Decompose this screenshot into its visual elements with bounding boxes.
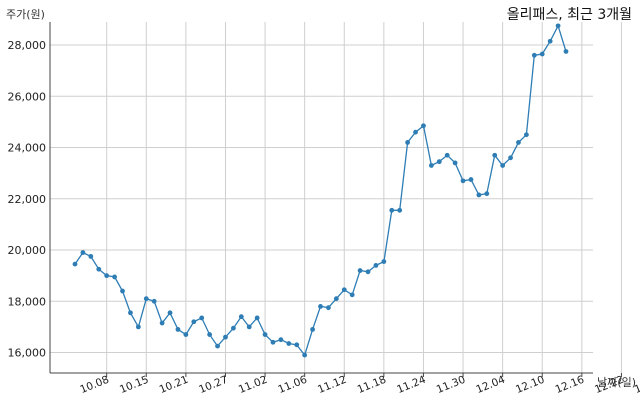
data-point xyxy=(547,38,553,44)
data-point xyxy=(120,288,125,294)
data-point xyxy=(223,334,228,340)
y-axis-label: 주가(원) xyxy=(6,8,45,21)
x-axis-label: 날짜(일) xyxy=(597,376,636,389)
data-point xyxy=(484,191,490,197)
y-tick-label: 18,000 xyxy=(8,295,47,308)
data-point xyxy=(262,332,268,337)
data-point xyxy=(436,159,442,165)
data-point xyxy=(230,325,236,331)
data-point xyxy=(128,310,133,316)
y-tick-label: 20,000 xyxy=(8,244,47,257)
data-points xyxy=(72,23,569,358)
data-point xyxy=(397,207,403,213)
grid xyxy=(50,22,622,373)
data-point xyxy=(333,296,339,302)
data-point xyxy=(207,332,213,337)
data-point xyxy=(516,140,521,145)
x-tick-label: 10.21 xyxy=(158,374,190,396)
data-point xyxy=(357,268,363,273)
x-tick-label: 11.18 xyxy=(356,374,388,396)
data-point xyxy=(278,337,284,343)
data-point xyxy=(112,274,117,280)
data-point xyxy=(492,152,498,158)
x-axis-ticks: 10.08 10.15 10.21 10.27 11.02 11.06 11.12 11.18… xyxy=(78,373,640,397)
x-tick-label: 12.29 xyxy=(633,374,640,396)
data-point xyxy=(159,320,165,326)
x-tick-label: 12.10 xyxy=(514,374,546,396)
data-point xyxy=(405,140,411,145)
x-tick-label: 10.15 xyxy=(118,374,150,396)
data-point xyxy=(539,51,545,57)
x-tick-label: 12.04 xyxy=(474,374,507,397)
chart-title: 올리패스, 최근 3개월 xyxy=(506,7,632,23)
data-point xyxy=(246,324,252,330)
data-point xyxy=(135,324,141,330)
data-point xyxy=(326,305,331,311)
x-tick-label: 11.02 xyxy=(237,374,269,396)
data-point xyxy=(104,273,110,279)
data-point xyxy=(270,339,276,345)
data-point xyxy=(238,314,244,320)
data-point xyxy=(524,132,529,138)
x-tick-label: 11.30 xyxy=(435,374,467,396)
data-point xyxy=(294,342,300,348)
axes xyxy=(49,22,593,374)
data-point xyxy=(286,341,292,346)
x-tick-label: 10.08 xyxy=(78,374,110,396)
data-point xyxy=(175,327,181,332)
data-point xyxy=(215,343,220,349)
data-point xyxy=(151,298,157,304)
y-tick-label: 28,000 xyxy=(8,39,47,52)
y-tick-label: 24,000 xyxy=(8,142,47,155)
data-point xyxy=(413,129,418,135)
y-tick-label: 26,000 xyxy=(8,90,47,103)
data-point xyxy=(500,163,506,168)
data-point xyxy=(460,178,466,184)
x-tick-label: 10.27 xyxy=(197,374,229,396)
data-point xyxy=(468,177,474,182)
data-point xyxy=(365,269,371,275)
data-point xyxy=(96,266,102,272)
x-tick-label: 12.16 xyxy=(554,374,587,397)
data-point xyxy=(167,310,173,316)
data-point xyxy=(428,163,434,168)
data-point xyxy=(88,254,94,259)
data-point xyxy=(508,155,513,161)
data-point xyxy=(531,52,537,58)
y-tick-label: 22,000 xyxy=(8,193,47,206)
data-point xyxy=(318,303,323,309)
data-point xyxy=(341,287,347,293)
data-point xyxy=(143,296,149,302)
data-point xyxy=(191,319,197,325)
data-point xyxy=(199,315,205,321)
data-point xyxy=(389,207,395,213)
data-point xyxy=(563,49,569,54)
data-point xyxy=(72,261,78,267)
data-point xyxy=(452,160,458,166)
x-tick-label: 11.12 xyxy=(316,374,348,396)
x-tick-label: 11.06 xyxy=(276,374,309,397)
data-point xyxy=(444,152,450,158)
y-tick-label: 16,000 xyxy=(8,347,47,360)
data-point xyxy=(381,259,387,264)
data-point xyxy=(302,352,308,358)
data-point xyxy=(373,262,379,268)
data-point xyxy=(349,292,355,298)
data-point xyxy=(421,123,426,129)
data-point xyxy=(254,315,260,321)
data-point xyxy=(80,250,86,255)
data-point xyxy=(310,327,315,332)
data-point xyxy=(476,192,482,198)
data-point xyxy=(555,23,561,29)
y-axis-ticks: 16,000 18,000 20,000 22,000 24,000 26,000 28,0… xyxy=(8,39,47,359)
x-tick-label: 11.24 xyxy=(395,374,428,397)
data-point xyxy=(183,332,189,337)
